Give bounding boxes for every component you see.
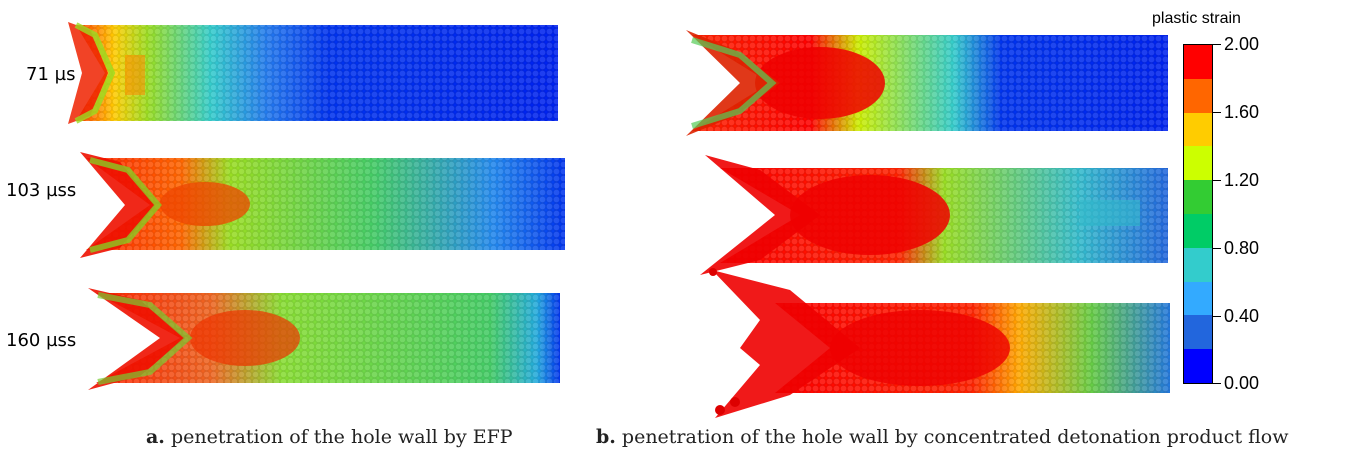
sim-b-top bbox=[686, 30, 1168, 136]
colorbar-tick bbox=[1213, 383, 1221, 384]
colorbar-tick bbox=[1213, 44, 1221, 45]
colorbar-label: 0.80 bbox=[1224, 238, 1260, 258]
caption-b-letter: b. bbox=[596, 426, 616, 448]
colorbar-label: 0.40 bbox=[1224, 306, 1260, 326]
sim-a-71 bbox=[68, 22, 558, 124]
legend-title: plastic strain bbox=[1152, 10, 1241, 27]
colorbar-tick bbox=[1213, 112, 1221, 113]
caption-a-text: penetration of the hole wall by EFP bbox=[170, 426, 513, 448]
caption-a: a. penetration of the hole wall by EFP bbox=[146, 426, 513, 448]
colorbar-tick bbox=[1213, 180, 1221, 181]
colorbar bbox=[1183, 44, 1213, 384]
sim-a-160 bbox=[88, 288, 560, 390]
time-label-160: 160 µss bbox=[6, 330, 77, 351]
colorbar-label: 2.00 bbox=[1224, 34, 1260, 54]
caption-b-text: penetration of the hole wall by concentr… bbox=[621, 426, 1289, 448]
caption-a-letter: a. bbox=[146, 426, 165, 448]
caption-b: b. penetration of the hole wall by concen… bbox=[596, 426, 1289, 448]
time-label-103: 103 µss bbox=[6, 180, 77, 201]
colorbar-label: 1.60 bbox=[1224, 102, 1260, 122]
colorbar-label: 0.00 bbox=[1224, 373, 1260, 393]
sim-b-bottom bbox=[709, 268, 1170, 418]
sim-a-103 bbox=[80, 152, 565, 258]
colorbar-tick bbox=[1213, 248, 1221, 249]
time-label-71: 71 µs bbox=[26, 64, 76, 85]
sim-b-middle bbox=[700, 155, 1168, 275]
colorbar-tick bbox=[1213, 316, 1221, 317]
colorbar-label: 1.20 bbox=[1224, 170, 1260, 190]
